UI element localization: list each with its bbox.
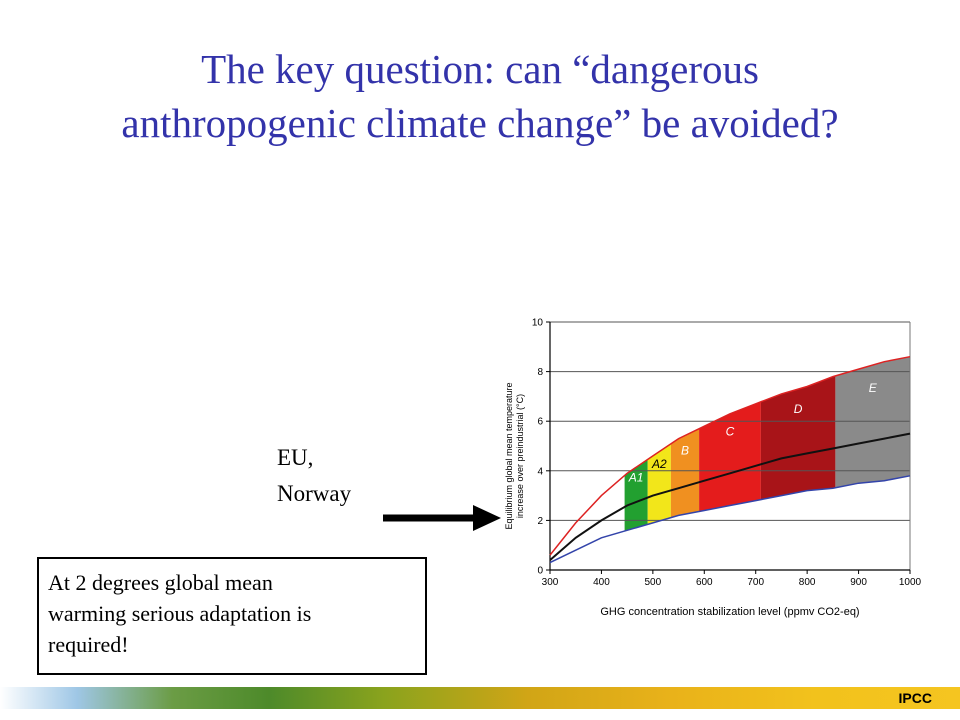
note-line-2: warming serious adaptation is [48,601,312,626]
slide-title: The key question: can “dangerous anthrop… [20,42,940,150]
x-axis-label: GHG concentration stabilization level (p… [600,606,859,618]
note-line-1: At 2 degrees global mean [48,570,273,595]
series-line-best [549,432,911,561]
x-tick-label-600: 600 [696,577,713,588]
y-tick-label-0: 0 [537,566,543,577]
y-tick-label-6: 6 [537,417,543,428]
source-label: IPCC [898,690,932,706]
region-label-e: E [869,381,878,395]
region-label-b: B [681,444,689,458]
y-axis-label-line-2: increase over preindustrial (°C) [515,394,525,518]
region-label-a1: A1 [628,471,644,485]
stabilization-chart: A1 A2 B C D E 300 400 500 600 700 800 900 1000 0 2 4 6 8 1… [504,318,922,619]
regions-layer [624,356,910,532]
region-a2 [647,443,671,525]
note-line-3: required! [48,632,129,657]
y-tick-label-10: 10 [532,318,544,329]
arrow-label-line-1: EU, [277,445,314,470]
note-box: At 2 degrees global mean warming serious… [37,557,427,675]
title-line-1: The key question: can “dangerous [201,46,759,92]
title-line-2: anthropogenic climate change” be avoided… [121,100,839,146]
region-label-a2: A2 [651,457,667,471]
region-label-d: D [794,402,803,416]
y-axis-label-line-1: Equilibrium global mean temperature [504,382,514,529]
x-tick-label-800: 800 [799,577,816,588]
region-b [670,428,700,518]
x-tick-label-1000: 1000 [899,577,922,588]
series-line-lower [549,475,911,564]
y-tick-label-8: 8 [537,367,543,378]
region-a1 [624,459,648,532]
arrow-label-line-2: Norway [277,481,352,506]
y-tick-label-4: 4 [537,466,543,477]
x-tick-label-400: 400 [593,577,610,588]
lines-layer [549,355,911,564]
y-tick-label-2: 2 [537,516,543,527]
x-tick-label-900: 900 [850,577,867,588]
x-tick-label-700: 700 [747,577,764,588]
series-line-upper [549,355,911,556]
x-tick-label-500: 500 [645,577,662,588]
region-e [835,356,910,488]
region-c [699,401,761,512]
grid-layer [549,321,911,571]
arrow-label: EU, Norway [277,440,351,512]
region-d [760,375,836,500]
x-tick-label-300: 300 [542,577,559,588]
pointer-arrow-icon [383,505,501,531]
region-label-c: C [726,425,735,439]
footer-gradient-bar [0,687,960,709]
region-labels-layer: A1 A2 B C D E [628,381,878,485]
ticks-layer: 300 400 500 600 700 800 900 1000 0 2 4 6 8 10 [532,318,922,589]
